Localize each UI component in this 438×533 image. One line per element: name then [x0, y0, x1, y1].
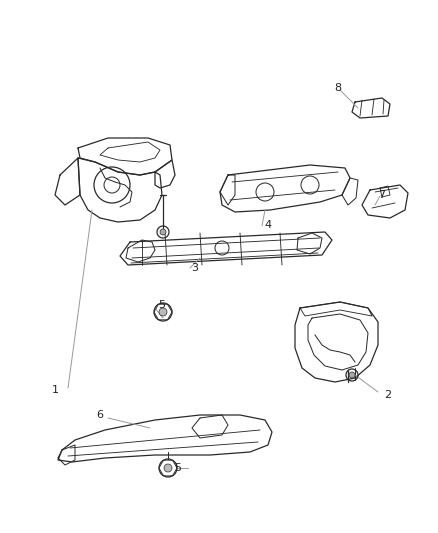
- Text: 4: 4: [265, 220, 272, 230]
- Text: 1: 1: [52, 385, 59, 395]
- Circle shape: [159, 308, 167, 316]
- Circle shape: [160, 229, 166, 235]
- Text: 3: 3: [191, 263, 198, 273]
- Text: 2: 2: [385, 390, 392, 400]
- Text: 6: 6: [96, 410, 103, 420]
- Text: 8: 8: [335, 83, 342, 93]
- Text: 5: 5: [159, 300, 166, 310]
- Circle shape: [164, 464, 172, 472]
- Circle shape: [349, 372, 355, 378]
- Text: 5: 5: [174, 463, 181, 473]
- Text: 7: 7: [378, 190, 385, 200]
